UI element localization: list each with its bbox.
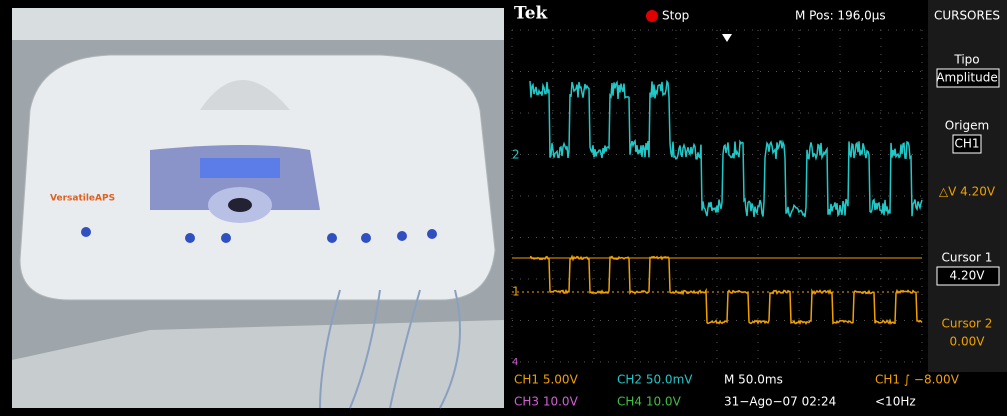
footer-ch4: CH4 10.0V bbox=[617, 395, 682, 409]
footer-freq: <10Hz bbox=[875, 395, 916, 409]
stop-dot bbox=[646, 10, 658, 22]
footer-trigger: CH1 ∫ −8.00V bbox=[875, 373, 960, 387]
page: {"photo": {"brand": "VersatileAPS"}, "sc… bbox=[0, 0, 1007, 412]
footer-ch1: CH1 5.00V bbox=[514, 373, 579, 387]
wall-top bbox=[12, 8, 504, 40]
status: Stop bbox=[662, 9, 689, 23]
marker-ch1: 1 bbox=[512, 285, 520, 299]
footer-date: 31−Ago−07 02:24 bbox=[724, 395, 836, 409]
menu-value: 4.20V bbox=[950, 269, 986, 283]
menu-value: Amplitude bbox=[936, 71, 998, 85]
menu-label: Cursor 1 bbox=[942, 251, 993, 265]
position: M Pos: 196,0µs bbox=[795, 9, 886, 23]
menu-value: CH1 bbox=[954, 137, 979, 151]
menu-label: Tipo bbox=[953, 53, 979, 67]
menu-label: △V 4.20V bbox=[939, 185, 996, 199]
brand: VersatileAPS bbox=[50, 194, 115, 204]
footer-ch3: CH3 10.0V bbox=[514, 395, 579, 409]
photo: VersatileAPS bbox=[0, 0, 508, 412]
footer-ch2: CH2 50.0mV bbox=[617, 373, 693, 387]
menu-value: 0.00V bbox=[950, 335, 986, 349]
menu-label: Origem bbox=[945, 119, 989, 133]
dial-center bbox=[228, 198, 252, 212]
marker-ch2: 2 bbox=[512, 148, 520, 162]
screenshot: VersatileAPS Tek Stop M Pos: 196,0µs CUR… bbox=[0, 0, 1007, 412]
marker-ch4: 4 bbox=[512, 357, 518, 368]
lcd bbox=[200, 158, 280, 178]
footer-time: M 50.0ms bbox=[724, 373, 783, 387]
menu-title: CURSORES bbox=[934, 9, 1000, 23]
menu-label: Cursor 2 bbox=[942, 317, 993, 331]
logo: Tek bbox=[514, 4, 549, 24]
